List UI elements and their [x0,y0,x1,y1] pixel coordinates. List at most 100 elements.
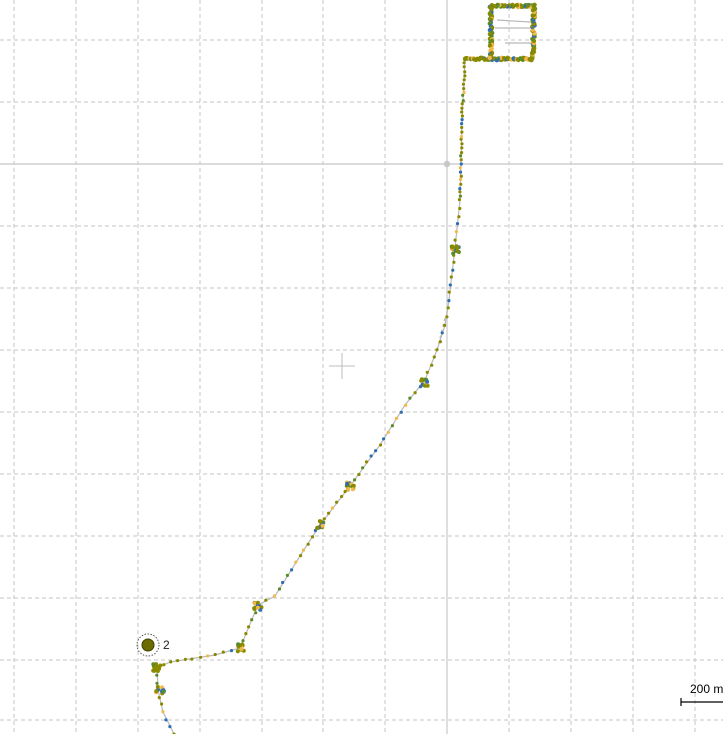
track-point [438,340,442,344]
track-point [318,519,323,524]
track-point [264,598,268,602]
track-point [330,506,335,510]
track-point [155,664,160,669]
gps-track-points [151,2,538,734]
track-point [158,663,163,668]
track-point [221,650,225,654]
track-point [461,82,466,86]
track-point [386,430,390,434]
track-point [459,182,463,186]
track-point [460,122,464,126]
track-point [229,649,234,653]
waypoint-label: 2 [163,638,170,652]
track-point [250,618,254,622]
track-point [514,2,519,8]
track-point [459,154,463,158]
track-point [446,306,450,310]
track-point [350,487,355,492]
track-point [404,403,408,407]
track-point [161,710,165,714]
track-point [422,383,427,388]
track-point [155,673,159,677]
track-point [435,348,439,352]
track-point [157,696,161,700]
track-point [443,323,447,327]
track-point [277,587,282,591]
track-point [294,560,298,564]
track-point [425,370,429,374]
track-point [346,487,351,491]
track-point [458,166,462,170]
track-point [335,500,339,504]
track-point [455,222,460,226]
track-point [461,93,465,97]
track-point [394,416,399,420]
track-point [447,299,451,303]
track-point [164,718,168,722]
scale-bar-line [680,698,723,706]
track-point [299,554,303,558]
track-point [457,198,461,202]
track-point [236,642,241,647]
track-point [151,662,156,667]
track-point [462,65,466,69]
track-point [432,355,436,359]
track-point [306,542,310,546]
track-point [460,118,464,122]
track-point [364,460,369,464]
track-point [168,725,172,729]
track-point [451,268,455,272]
track-point [460,142,464,146]
track-point [162,663,166,667]
track-point [459,137,463,141]
track-point [463,74,467,78]
track-point [369,454,373,458]
waypoint-halo-icon [136,633,160,657]
track-point [155,684,160,689]
track-point [460,114,464,118]
track-point [390,424,394,428]
track-point [447,290,451,294]
track-point [161,689,166,694]
track-point [255,605,260,610]
track-point [460,151,464,155]
track-point [160,702,164,706]
track-point [460,110,464,114]
track-point [301,548,306,552]
track-point [425,383,430,388]
track-point [449,275,453,279]
reference-origin-dot [443,160,451,168]
track-point [413,391,417,395]
track-point [445,315,449,319]
track-point [154,689,159,694]
track-point [255,600,260,605]
track-point [455,249,460,254]
track-point [487,55,492,61]
track-point [290,568,294,572]
track-point [235,649,240,654]
track-point [462,61,466,65]
track-point [351,483,356,488]
track-point [458,194,462,198]
track-point [448,283,452,287]
track-point [183,657,187,662]
gps-track-inner-lines [495,19,532,44]
crosshair-icon [329,353,355,379]
track-point [247,625,251,629]
track-point [327,511,331,515]
track-point [459,135,463,139]
track-point [379,443,383,447]
track-point [254,611,258,615]
track-point [453,238,457,242]
track-point [457,215,461,219]
track-point [399,410,403,414]
track-point [408,396,412,400]
scale-bar: 200 m [680,682,723,706]
track-point [343,489,347,494]
scale-bar-label: 200 m [690,682,723,696]
waypoint-marker[interactable]: 2 [136,633,170,657]
track-point [357,472,361,477]
